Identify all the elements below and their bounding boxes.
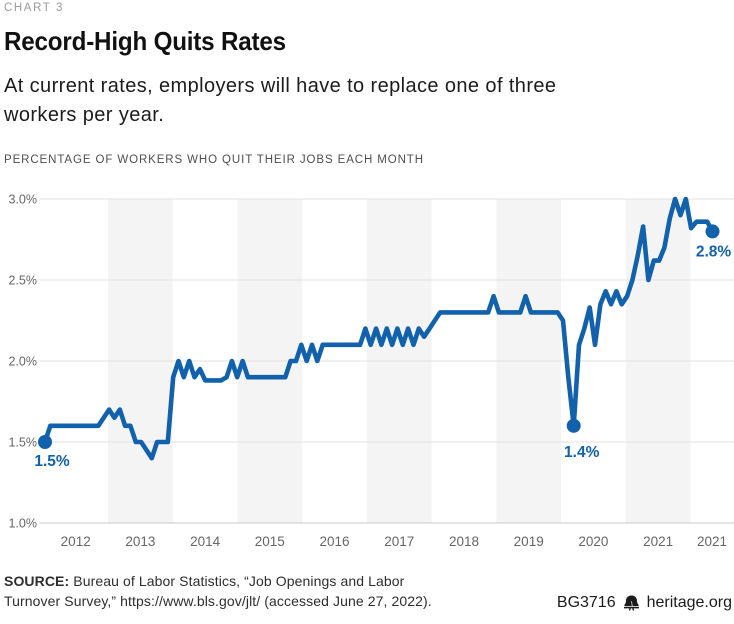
chart-subtitle: At current rates, employers will have to… <box>4 72 556 129</box>
x-axis-tick-label: 2012 <box>61 534 91 549</box>
x-axis-tick-label: 2015 <box>255 534 285 549</box>
x-axis-tick-label: 2017 <box>384 534 414 549</box>
x-axis-tick-label: 2021 <box>697 534 727 549</box>
y-axis-tick-label: 2.5% <box>9 274 38 288</box>
data-point-marker <box>566 418 581 433</box>
liberty-bell-icon <box>623 595 639 611</box>
x-axis-tick-label: 2013 <box>125 534 155 549</box>
x-axis-tick-label: 2020 <box>578 534 608 549</box>
doc-id: BG3716 <box>556 594 616 611</box>
source-label: SOURCE: <box>4 573 70 589</box>
data-point-marker <box>705 224 720 239</box>
data-point-marker <box>38 435 52 449</box>
chart-number-label: CHART 3 <box>4 2 64 14</box>
x-axis-tick-label: 2014 <box>190 534 221 549</box>
source-text-line-1: Bureau of Labor Statistics, “Job Opening… <box>69 573 405 589</box>
x-axis-tick-label: 2019 <box>514 534 544 549</box>
y-axis-tick-label: 3.0% <box>9 193 38 207</box>
publication-stamp: BG3716 heritage.org <box>557 594 732 612</box>
x-axis-tick-label: 2016 <box>319 534 349 549</box>
subtitle-line-2: workers per year. <box>4 103 165 126</box>
x-axis-tick-label: 2021 <box>643 534 673 549</box>
y-axis-tick-label: 1.5% <box>9 436 38 450</box>
y-axis-tick-label: 1.0% <box>9 517 38 531</box>
data-point-label: 1.4% <box>564 444 600 461</box>
quits-rate-line <box>42 196 715 461</box>
data-point-label: 1.5% <box>34 453 70 470</box>
quits-rate-chart-svg: 3.0% 2.5% 2.0% 1.5% 1.0% 2012 2013 2014 2015 2016… <box>9 193 734 549</box>
quits-rate-chart: 3.0% 2.5% 2.0% 1.5% 1.0% 2012 2013 2014 2015 2016… <box>0 178 734 560</box>
source-text-line-2: Turnover Survey,” https://www.bls.gov/jl… <box>4 593 432 609</box>
subtitle-line-1: At current rates, employers will have to… <box>4 75 557 97</box>
y-axis-tick-label: 2.0% <box>9 355 38 369</box>
source-note: SOURCE: Bureau of Labor Statistics, “Job… <box>4 571 464 611</box>
x-axis-tick-label: 2018 <box>449 534 479 549</box>
chart-eyebrow: PERCENTAGE OF WORKERS WHO QUIT THEIR JOB… <box>4 154 424 166</box>
chart-title: Record-High Quits Rates <box>4 26 286 56</box>
data-point-label: 2.8% <box>696 243 732 260</box>
site-name: heritage.org <box>646 594 732 611</box>
